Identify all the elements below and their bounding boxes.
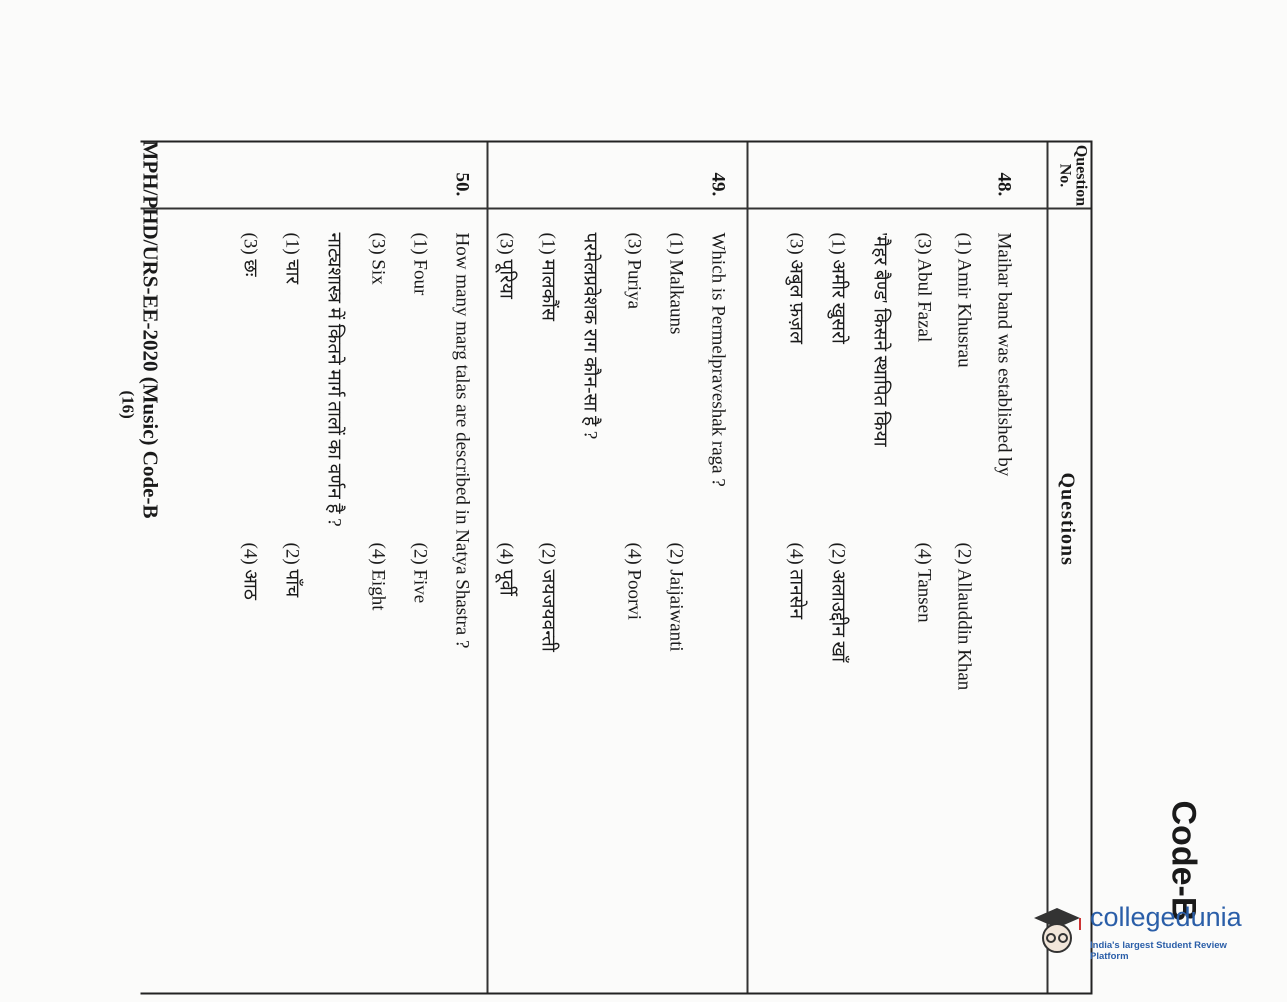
question-text-en: Maihar band was established by bbox=[993, 232, 1014, 476]
question-number: 48. bbox=[993, 172, 1014, 196]
footer-title: MPH/PHD/URS-EE-2020 (Music) Code-B bbox=[138, 140, 162, 518]
row-divider bbox=[486, 142, 488, 992]
brand-name: collegedunia bbox=[1090, 902, 1242, 932]
graduate-icon bbox=[1034, 908, 1081, 953]
option: (4) आठ bbox=[239, 542, 260, 600]
option: (1) Four bbox=[409, 232, 430, 295]
option: (2) Five bbox=[409, 542, 430, 603]
option: (2) अलाउद्दीन खाँ bbox=[827, 542, 848, 662]
option: (1) अमीर खुसरो bbox=[827, 232, 848, 344]
question-table: Question No. Questions 48. Maihar band w… bbox=[140, 140, 1092, 994]
option: (2) Allauddin Khan bbox=[953, 542, 974, 690]
option: (4) Eight bbox=[367, 542, 388, 611]
question-text-hi: नाट्यशास्त्र में कितने मार्ग तालों का वर… bbox=[323, 232, 344, 527]
question-number: 50. bbox=[451, 172, 472, 196]
option: (1) मालकौंस bbox=[537, 232, 558, 321]
header-questions: Questions bbox=[1056, 472, 1078, 566]
brand-tagline: India's largest Student Review Platform bbox=[1090, 940, 1227, 962]
option: (4) पूर्वी bbox=[495, 542, 516, 596]
option: (3) Six bbox=[367, 232, 388, 285]
question-text-hi: परमेलप्रवेशक राग कौन-सा है ? bbox=[579, 232, 600, 439]
option: (4) Poorvi bbox=[623, 542, 644, 620]
option: (1) Amir Khusrau bbox=[953, 232, 974, 368]
option: (3) छः bbox=[239, 232, 260, 277]
question-text-en: How many marg talas are described in Nat… bbox=[451, 232, 472, 648]
option: (3) पूरिया bbox=[495, 232, 516, 299]
question-text-en: Which is Permelpraveshak raga ? bbox=[707, 232, 728, 487]
question-text-hi: 'मैहर बैण्ड' किसने स्थापित किया bbox=[869, 232, 890, 447]
option: (3) Puriya bbox=[623, 232, 644, 309]
header-divider bbox=[1046, 142, 1048, 992]
option: (3) अबुल फ़ज़ल bbox=[785, 232, 806, 344]
option: (2) पाँच bbox=[281, 542, 302, 597]
option: (2) Jaijaiwanti bbox=[665, 542, 686, 652]
collegedunia-watermark: collegedunia India's largest Student Rev… bbox=[1028, 900, 1258, 962]
page-number: (16) bbox=[118, 390, 137, 419]
row-divider bbox=[746, 142, 748, 992]
question-number: 49. bbox=[707, 172, 728, 196]
option: (4) तानसेन bbox=[785, 542, 806, 619]
option: (3) Abul Fazal bbox=[913, 232, 934, 342]
option: (2) जयजयवन्ती bbox=[537, 542, 558, 652]
option: (1) चार bbox=[281, 232, 302, 284]
option: (1) Malkauns bbox=[665, 232, 686, 334]
header-question-no: Question No. bbox=[1056, 144, 1089, 206]
column-divider bbox=[140, 207, 1090, 209]
option: (4) Tansen bbox=[913, 542, 934, 623]
